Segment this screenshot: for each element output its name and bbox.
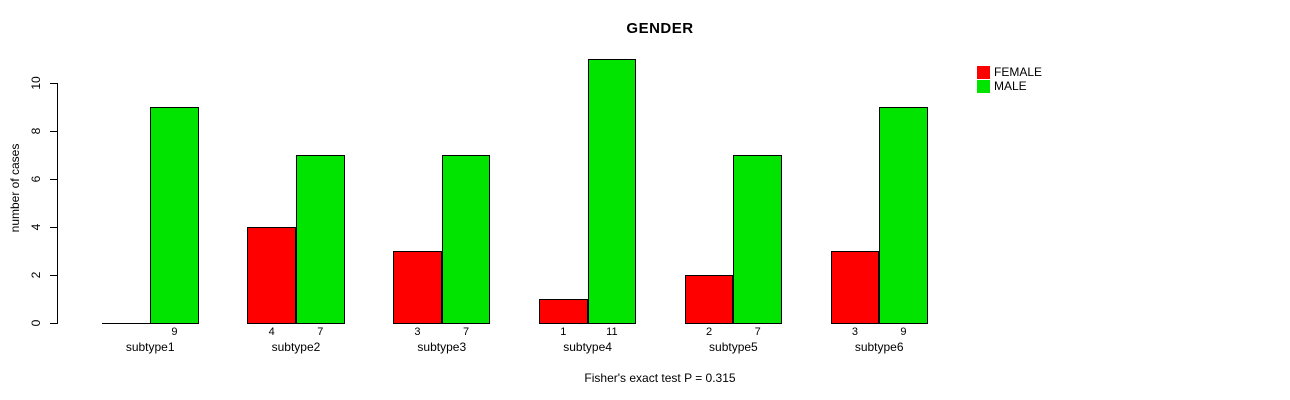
- y-tick-label-2: 2: [29, 271, 43, 279]
- value-label-female-subtype3: 3: [414, 326, 421, 338]
- bar-female-subtype1: [101, 323, 151, 324]
- legend-label-male: MALE: [994, 78, 1027, 93]
- value-label-male-subtype5: 7: [754, 326, 761, 338]
- category-label-subtype5: subtype5: [709, 340, 758, 354]
- y-axis-line: [57, 83, 58, 324]
- bar-male-subtype4: [587, 59, 637, 324]
- legend-item-male: MALE: [977, 79, 1042, 93]
- category-label-subtype2: subtype2: [271, 340, 321, 354]
- category-label-subtype3: subtype3: [417, 340, 467, 354]
- bar-male-subtype3: [441, 155, 491, 324]
- y-tick-label-6: 6: [29, 175, 43, 183]
- bar-male-subtype2: [296, 155, 345, 324]
- y-tick-6: [50, 179, 57, 180]
- male-color-swatch: [977, 79, 990, 93]
- stat-test-caption: Fisher's exact test P = 0.315: [584, 371, 736, 385]
- legend-item-female: FEMALE: [977, 65, 1042, 79]
- bar-female-subtype5: [684, 275, 734, 324]
- bar-female-subtype4: [539, 299, 588, 324]
- value-label-male-subtype1: 9: [171, 326, 178, 338]
- bar-female-subtype6: [830, 251, 880, 324]
- y-tick-4: [50, 227, 57, 228]
- value-label-male-subtype6: 9: [900, 326, 907, 338]
- bar-female-subtype2: [247, 227, 296, 324]
- female-color-swatch: [977, 65, 990, 79]
- bar-male-subtype5: [733, 155, 782, 324]
- legend: FEMALE MALE: [977, 65, 1042, 93]
- value-label-female-subtype4: 1: [560, 326, 567, 338]
- category-label-subtype6: subtype6: [854, 340, 904, 354]
- y-tick-8: [50, 131, 57, 132]
- bar-male-subtype6: [879, 107, 928, 324]
- y-tick-2: [50, 275, 57, 276]
- value-label-male-subtype2: 7: [317, 326, 324, 338]
- y-tick-0: [50, 323, 57, 324]
- y-tick-label-4: 4: [29, 223, 43, 231]
- y-tick-label-10: 10: [29, 76, 43, 90]
- y-tick-label-0: 0: [29, 319, 43, 327]
- y-tick-label-8: 8: [29, 127, 43, 135]
- value-label-male-subtype4: 11: [606, 326, 618, 338]
- value-label-female-subtype5: 2: [706, 326, 713, 338]
- legend-label-female: FEMALE: [994, 64, 1043, 79]
- y-tick-10: [50, 83, 57, 84]
- category-label-subtype4: subtype4: [563, 340, 612, 354]
- bar-male-subtype1: [150, 107, 199, 324]
- bar-female-subtype3: [393, 251, 442, 324]
- chart-title: GENDER: [626, 20, 694, 37]
- y-axis-label: number of cases: [8, 143, 22, 233]
- value-label-female-subtype2: 4: [268, 326, 275, 338]
- category-label-subtype1: subtype1: [125, 340, 175, 354]
- value-label-female-subtype6: 3: [851, 326, 858, 338]
- value-label-male-subtype3: 7: [463, 326, 470, 338]
